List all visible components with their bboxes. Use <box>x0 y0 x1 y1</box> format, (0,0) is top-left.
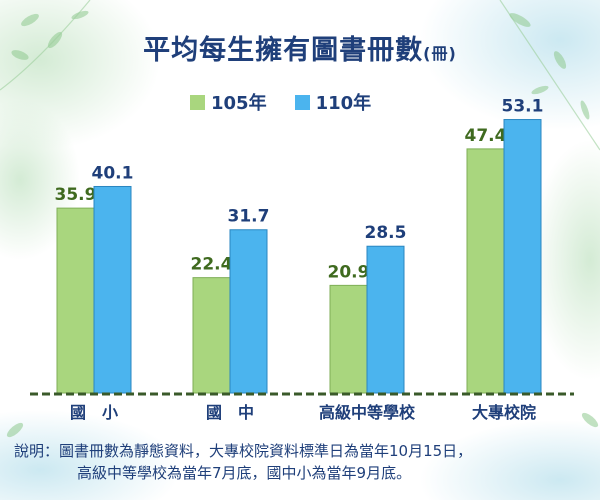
legend-item-110: 110年 <box>294 89 372 115</box>
data-label-110年-3: 53.1 <box>502 97 544 117</box>
data-label-110年-1: 31.7 <box>228 207 270 227</box>
chart-title-text: 平均每生擁有圖書冊數 <box>143 35 424 66</box>
bar-110年-2 <box>366 245 405 394</box>
category-label-1: 國 中 <box>206 403 254 422</box>
legend-item-105: 105年 <box>190 89 267 115</box>
bar-105年-3 <box>466 148 505 394</box>
data-label-105年-3: 47.4 <box>465 126 507 146</box>
legend: 105年 110年 <box>190 90 389 114</box>
legend-label-110: 110年 <box>315 93 372 114</box>
bar-105年-0 <box>56 207 95 394</box>
data-label-105年-1: 22.4 <box>191 255 233 275</box>
legend-swatch-105 <box>190 94 205 110</box>
bar-105年-2 <box>329 284 368 394</box>
data-label-110年-0: 40.1 <box>92 163 134 183</box>
legend-label-105: 105年 <box>211 93 267 114</box>
category-label-0: 國 小 <box>70 403 118 422</box>
bar-110年-3 <box>503 119 542 394</box>
footnote-line-2: 高級中等學校為當年7月底，國中小為當年9月底。 <box>77 464 412 482</box>
category-label-2: 高級中等學校 <box>319 403 416 422</box>
data-label-105年-0: 35.9 <box>55 185 97 205</box>
data-label-110年-2: 28.5 <box>365 223 407 243</box>
bar-110年-0 <box>93 185 132 394</box>
bar-105年-1 <box>192 277 231 394</box>
bar-110年-1 <box>229 229 268 394</box>
data-label-105年-2: 20.9 <box>328 262 370 282</box>
chart-title: 平均每生擁有圖書冊數(冊) <box>0 28 600 67</box>
footnote: 說明：圖書冊數為靜態資料，大專校院資料標準日為當年10月15日， 高級中等學校為… <box>14 440 594 484</box>
footnote-line-1: 說明：圖書冊數為靜態資料，大專校院資料標準日為當年10月15日， <box>14 442 473 460</box>
chart-title-unit: (冊) <box>423 44 457 63</box>
legend-swatch-110 <box>294 94 310 110</box>
category-label-3: 大專校院 <box>472 403 536 422</box>
